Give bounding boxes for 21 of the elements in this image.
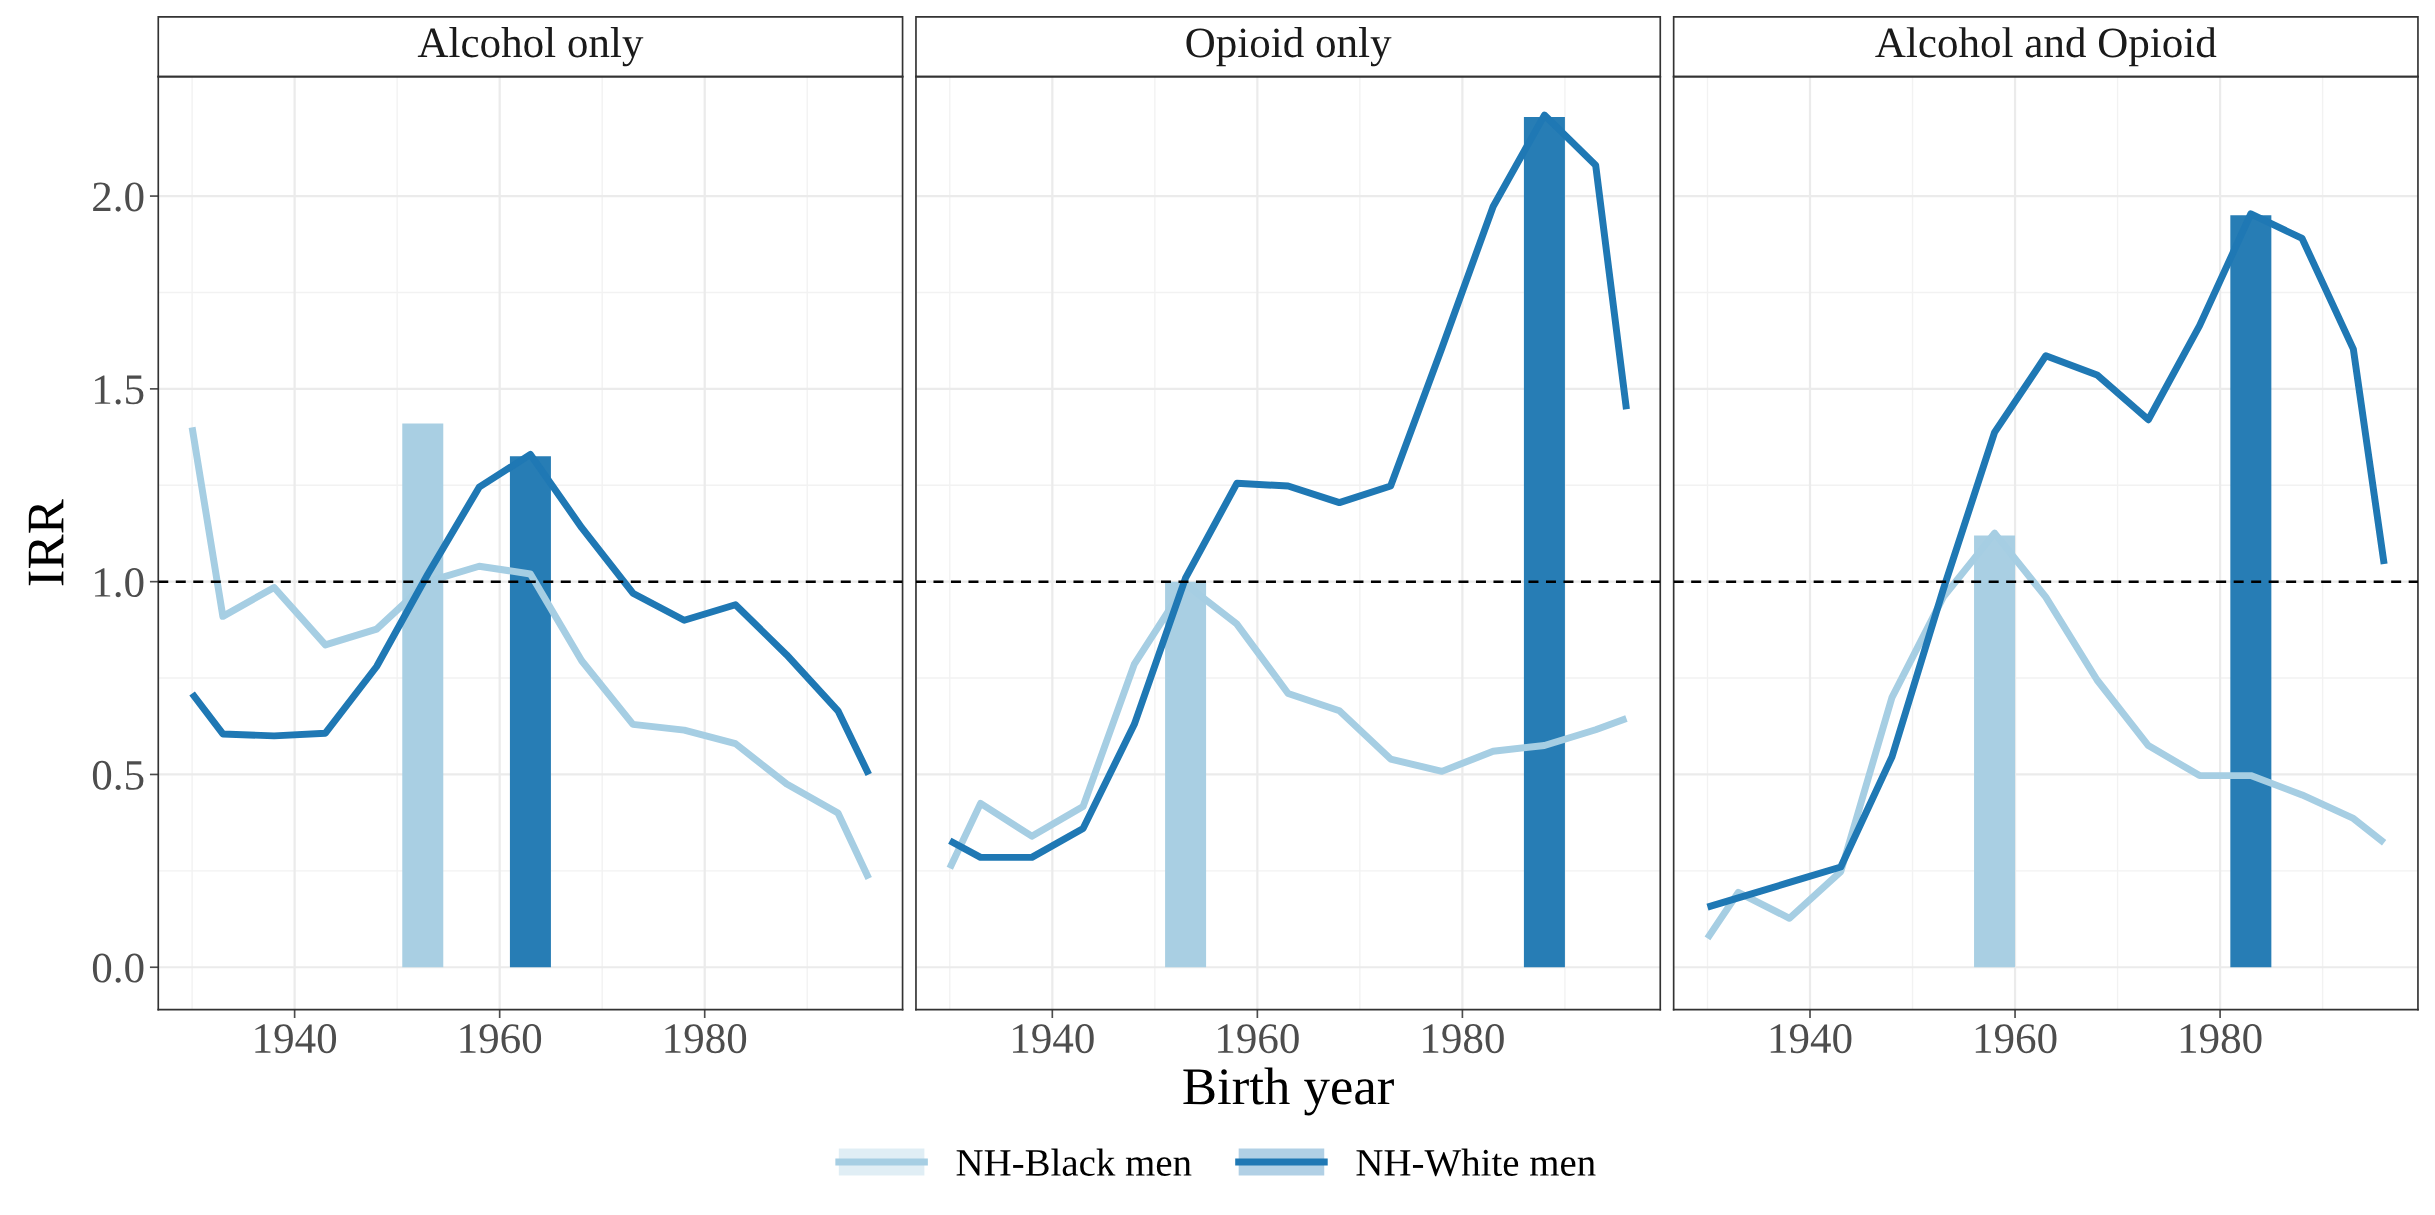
chart-title: Alcohol and Opioid: [1875, 27, 2217, 67]
y-tick-label: 1.0: [95, 567, 144, 598]
y-tick-label: 1.5: [95, 375, 144, 405]
y-tick-label: 0.0: [92, 953, 144, 983]
y-tick-label: 2.0: [93, 182, 144, 212]
x-tick-label: 1960: [460, 1024, 542, 1054]
x-tick-label: 1940: [1770, 1024, 1852, 1054]
legend-label: NH-White men: [1356, 1148, 1596, 1177]
chart-title: Opioid only: [1186, 27, 1392, 67]
y-tick-label: 0.5: [92, 760, 144, 791]
x-tick-label: 1960: [1975, 1024, 2057, 1054]
x-tick-label: 1980: [2180, 1024, 2262, 1054]
legend-label: NH-Black men: [956, 1148, 1192, 1176]
x-tick-label: 1960: [1218, 1024, 1299, 1054]
x-tick-label: 1940: [1013, 1024, 1094, 1054]
chart-title: Alcohol only: [417, 27, 644, 67]
x-axis-title: Birth year: [1183, 1067, 1394, 1116]
x-tick-label: 1940: [255, 1024, 337, 1054]
x-tick-label: 1980: [665, 1024, 747, 1054]
y-axis-title: IRR: [28, 499, 64, 586]
x-tick-label: 1980: [1423, 1024, 1504, 1054]
